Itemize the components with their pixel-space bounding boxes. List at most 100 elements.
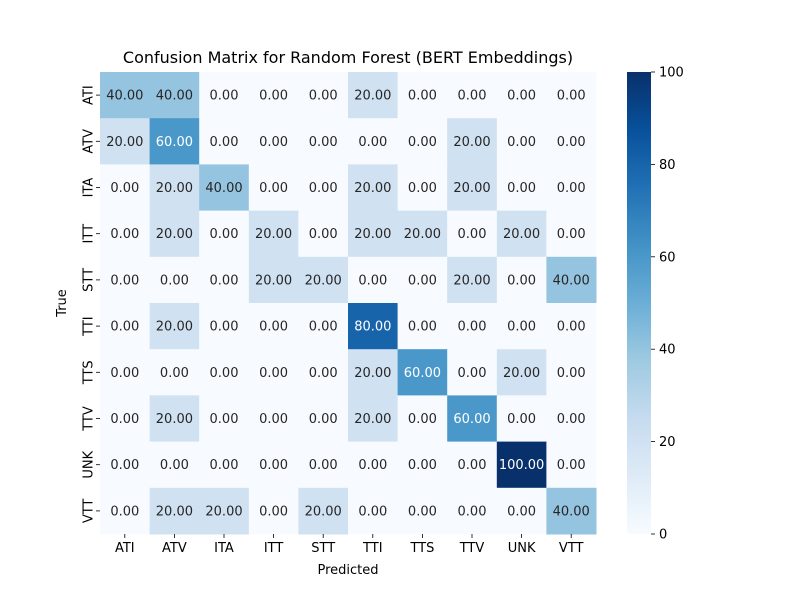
heatmap-cell [397,395,448,443]
cell-value-label: 0.00 [210,227,239,242]
cell-value-label: 60.00 [404,366,441,381]
heatmap-cell [100,395,151,443]
heatmap-cell [496,395,547,443]
cell-value-label: 0.00 [110,458,139,473]
colorbar-tick-label: 80 [659,158,676,173]
y-tick-label: ITT [82,224,97,244]
cell-value-label: 0.00 [408,273,437,288]
y-tick-label: STT [82,268,97,292]
cell-value-label: 20.00 [255,227,292,242]
cell-value-label: 0.00 [557,458,586,473]
y-tick-label: TTV [82,406,97,432]
heatmap-cell [348,256,399,304]
cell-value-label: 0.00 [259,135,288,150]
colorbar-tick-label: 100 [659,66,684,81]
heatmap-cell [496,164,547,212]
heatmap-cell [248,441,299,489]
heatmap-cell [100,349,151,396]
cell-value-label: 0.00 [408,89,437,104]
cell-value-label: 20.00 [453,273,490,288]
heatmap-cell [447,303,498,350]
colorbar-tick-label: 60 [659,250,676,265]
cell-value-label: 0.00 [110,412,139,427]
heatmap-cell [546,349,597,396]
cell-value-label: 0.00 [309,181,338,196]
cell-value-label: 40.00 [156,89,193,104]
heatmap-cell [496,210,547,258]
heatmap-cell [447,164,498,212]
heatmap-cell [248,72,299,119]
x-tick-label: ITA [214,541,234,556]
heatmap-cell [496,256,547,304]
cell-value-label: 0.00 [358,504,387,519]
cell-value-label: 0.00 [259,320,288,335]
cell-value-label: 0.00 [210,273,239,288]
heatmap-cell [397,487,448,535]
x-tick-label: VTT [559,541,584,556]
cell-value-label: 0.00 [160,458,189,473]
y-tick-label: ATV [82,129,97,154]
heatmap-cell [447,395,498,443]
cell-value-label: 0.00 [110,366,139,381]
cell-value-label: 0.00 [557,135,586,150]
cell-value-label: 0.00 [408,181,437,196]
heatmap-cell [298,256,349,304]
heatmap-cell [248,256,299,304]
heatmap-cell [199,210,250,258]
heatmap-cell [100,72,151,119]
colorbar-tick-label: 0 [659,528,667,543]
cell-value-label: 40.00 [106,89,143,104]
heatmap-cell [298,164,349,212]
heatmap-cell [199,303,250,350]
cell-value-label: 20.00 [156,412,193,427]
cell-value-label: 0.00 [210,366,239,381]
heatmap-cell [248,118,299,165]
heatmap-cell [199,164,250,212]
heatmap-cell [496,303,547,350]
y-tick-label: TTI [82,316,97,337]
heatmap-cell [248,164,299,212]
heatmap-cell [298,441,349,489]
heatmap-cell [348,72,399,119]
heatmap-cell [348,487,399,535]
heatmap-cell [100,441,151,489]
cell-value-label: 0.00 [458,504,487,519]
heatmap-cell [496,487,547,535]
heatmap-cell [149,395,200,443]
cell-value-label: 0.00 [557,366,586,381]
cell-value-label: 0.00 [458,227,487,242]
cell-value-label: 20.00 [354,89,391,104]
cell-value-label: 20.00 [305,504,342,519]
heatmap-cell [348,349,399,396]
heatmap-cell [348,210,399,258]
colorbar-tick-label: 40 [659,343,676,358]
heatmap-cell [546,395,597,443]
y-tick-label: ATI [82,85,97,105]
x-tick-label: UNK [508,541,536,556]
heatmap-cell [348,118,399,165]
cell-value-label: 40.00 [553,273,590,288]
heatmap-cell [397,72,448,119]
heatmap-cell [348,303,399,350]
heatmap-cell [149,303,200,350]
cell-value-label: 20.00 [205,504,242,519]
cell-value-label: 0.00 [408,320,437,335]
heatmap-cell [199,256,250,304]
heatmap-cell [546,303,597,350]
x-tick-label: TTS [409,541,434,556]
heatmap-cell [149,256,200,304]
cell-value-label: 0.00 [259,89,288,104]
heatmap-cell [546,164,597,212]
heatmap-cell [546,72,597,119]
heatmap-cell [447,487,498,535]
cell-value-label: 20.00 [453,181,490,196]
cell-value-label: 0.00 [458,320,487,335]
heatmap-cell [397,349,448,396]
y-tick-label: ITA [82,178,97,198]
heatmap-cell [447,441,498,489]
cell-value-label: 0.00 [458,458,487,473]
heatmap-cell [496,118,547,165]
cell-value-label: 60.00 [156,135,193,150]
x-tick-label: TTV [459,541,485,556]
